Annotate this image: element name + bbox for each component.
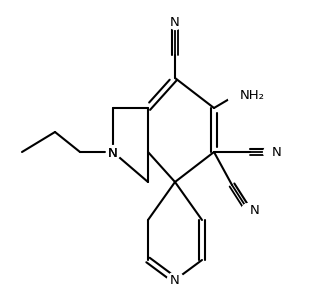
Text: NH₂: NH₂ <box>240 88 265 101</box>
Text: N: N <box>272 146 282 158</box>
Text: N: N <box>250 203 260 216</box>
Text: N: N <box>108 146 118 160</box>
Text: N: N <box>108 146 118 160</box>
Text: N: N <box>170 275 180 288</box>
Text: N: N <box>170 16 180 29</box>
